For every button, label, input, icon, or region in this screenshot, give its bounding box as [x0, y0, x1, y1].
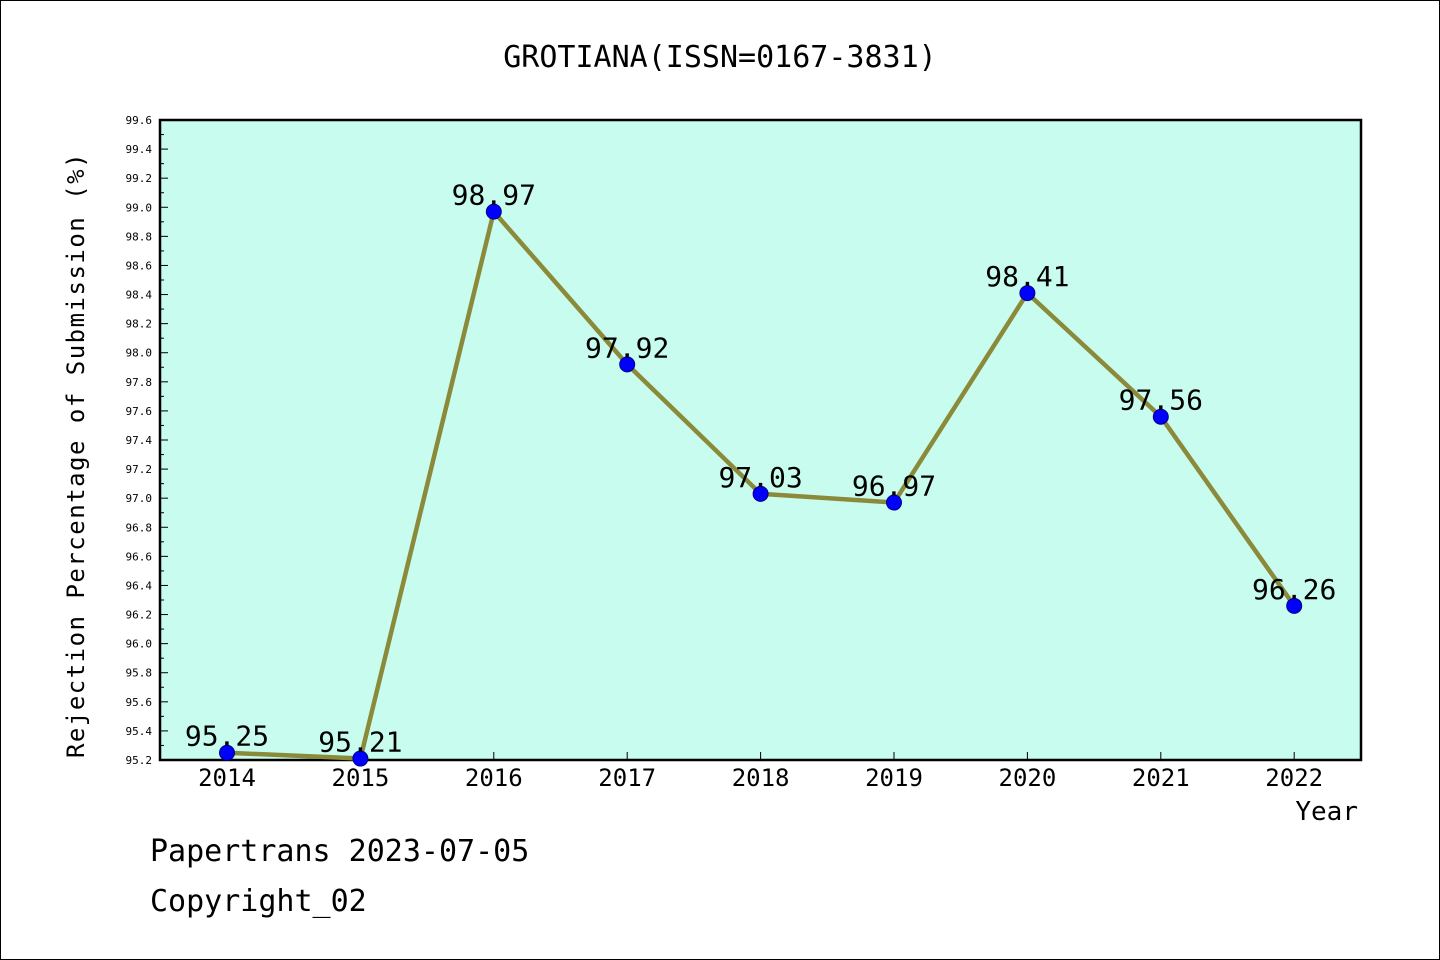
plot-area — [158, 118, 1363, 762]
y-axis-label: Rejection Percentage of Submission (%) — [62, 152, 90, 758]
y-tick-label: 96.0 — [126, 638, 153, 651]
y-tick-label: 96.4 — [126, 579, 153, 592]
y-tick-label: 99.4 — [126, 143, 153, 156]
data-labels: 95.25 95.21 98.97 97.92 97.03 96.97 98.41 97.56… — [185, 179, 1336, 759]
x-axis-label: Year — [1295, 797, 1358, 827]
data-label: 95.25 — [185, 720, 269, 753]
x-tick-label: 2021 — [1132, 764, 1190, 792]
data-point — [752, 485, 769, 502]
data-point — [886, 494, 902, 511]
y-tick-label: 97.8 — [126, 376, 153, 389]
y-tick-label: 96.6 — [126, 550, 153, 563]
y-tick-label: 99.2 — [126, 172, 153, 185]
y-tick-label: 97.0 — [126, 492, 153, 505]
y-tick-label: 97.6 — [126, 405, 153, 418]
x-axis: 2014 2015 2016 2017 2018 2019 2020 2021 2022 — [198, 752, 1323, 792]
data-point — [619, 356, 636, 373]
y-tick-label: 98.4 — [126, 289, 153, 302]
y-tick-label: 95.8 — [126, 667, 153, 680]
y-tick-label: 98.6 — [126, 259, 153, 272]
data-label: 96.97 — [852, 470, 936, 503]
data-point — [1152, 408, 1169, 425]
y-tick-label: 99.6 — [126, 114, 153, 127]
y-tick-label: 99.0 — [126, 201, 153, 214]
y-tick-label: 95.2 — [126, 754, 153, 767]
chart-title: GROTIANA(ISSN=0167-3831) — [503, 40, 936, 75]
series-group — [219, 203, 1303, 767]
data-label: 98.41 — [985, 260, 1069, 293]
y-tick-label: 97.4 — [126, 434, 153, 447]
footer-copyright: Copyright_02 — [150, 884, 367, 919]
y-tick-label: 98.8 — [126, 230, 153, 243]
data-point — [1286, 597, 1303, 614]
data-label: 97.56 — [1119, 384, 1203, 417]
x-tick-label: 2018 — [732, 764, 790, 792]
x-tick-label: 2015 — [332, 764, 390, 792]
y-tick-label: 95.4 — [126, 725, 153, 738]
x-tick-label: 2019 — [865, 764, 923, 792]
x-tick-label: 2022 — [1265, 764, 1323, 792]
data-label: 97.03 — [718, 461, 802, 494]
data-label: 98.97 — [452, 179, 536, 212]
data-point — [352, 750, 369, 767]
x-tick-label: 2020 — [999, 764, 1057, 792]
x-tick-label: 2017 — [598, 764, 656, 792]
y-tick-label: 96.2 — [126, 609, 153, 622]
y-tick-label: 98.2 — [126, 318, 153, 331]
y-tick-label: 97.2 — [126, 463, 153, 476]
x-tick-label: 2016 — [465, 764, 523, 792]
y-axis: 95.2 95.4 95.6 95.8 96.0 96.2 96.4 96.6 96.8 97.0… — [126, 114, 168, 767]
footer-publisher-date: Papertrans 2023-07-05 — [150, 834, 530, 869]
data-label: 95.21 — [318, 726, 402, 759]
data-point — [219, 744, 235, 761]
data-label: 96.26 — [1252, 573, 1336, 606]
y-tick-label: 95.6 — [126, 696, 153, 709]
y-tick-label: 98.0 — [126, 347, 153, 360]
data-label: 97.92 — [585, 331, 669, 364]
x-tick-label: 2014 — [198, 764, 256, 792]
data-point — [1019, 285, 1036, 302]
data-point — [485, 203, 502, 220]
y-tick-label: 96.8 — [126, 521, 153, 534]
